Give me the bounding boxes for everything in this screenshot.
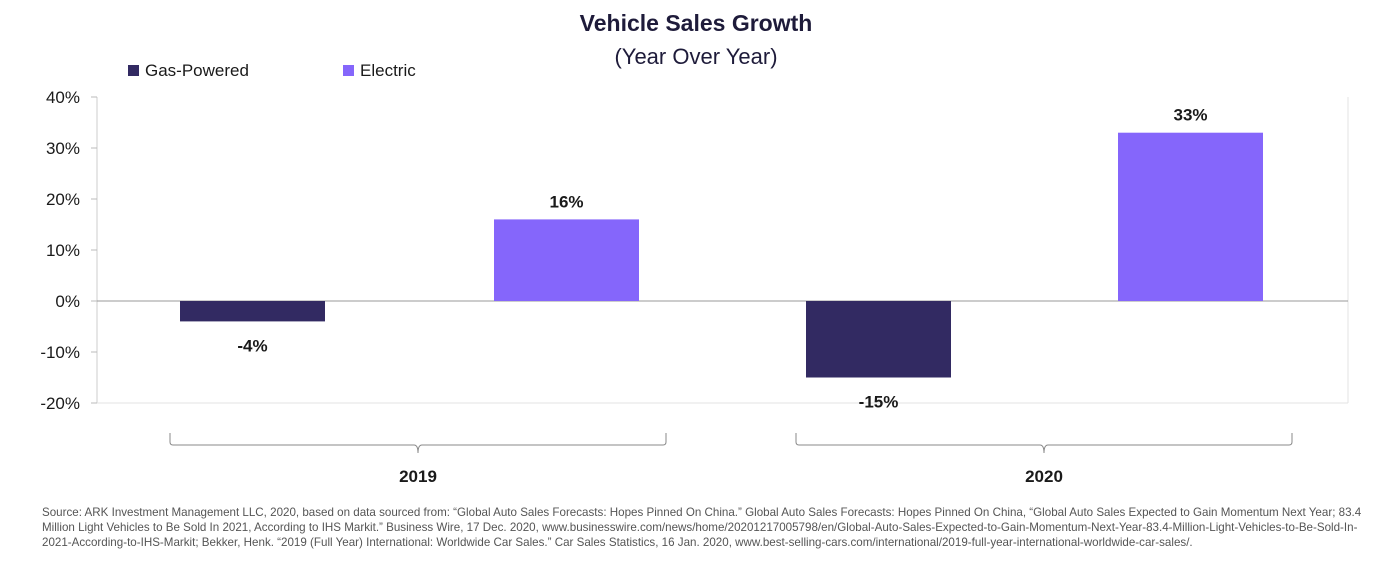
bar-electric-2020: [1118, 132, 1263, 301]
legend-swatch-gas-powered: [128, 65, 139, 76]
bar-gas-powered-2020: [806, 301, 951, 378]
x-category-label-2019: 2019: [399, 467, 437, 486]
category-bracket-2020: [795, 433, 1293, 454]
legend-label-electric: Electric: [360, 61, 416, 80]
source-note: Source: ARK Investment Management LLC, 2…: [42, 506, 1362, 549]
x-category-label-2020: 2020: [1025, 467, 1063, 486]
data-label-electric-2019: 16%: [549, 192, 583, 211]
y-tick-label: -20%: [40, 394, 80, 413]
bar-electric-2019: [494, 219, 639, 301]
y-tick-label: 10%: [46, 241, 80, 260]
bar-chart: 40% 30% 20% 10% 0% -10% -20% -4% 16% -15% 33% 2019 2…: [40, 88, 1349, 486]
legend-swatch-electric: [343, 65, 354, 76]
chart-subtitle: (Year Over Year): [614, 44, 778, 69]
category-bracket-2019: [169, 433, 667, 454]
y-tick-label: 0%: [55, 292, 80, 311]
legend-item-gas-powered: Gas-Powered: [128, 61, 249, 81]
data-label-gas-powered-2019: -4%: [237, 336, 267, 355]
bar-gas-powered-2019: [180, 301, 325, 322]
y-tick-label: 20%: [46, 190, 80, 209]
data-label-gas-powered-2020: -15%: [859, 393, 899, 412]
y-tick-label: -10%: [40, 343, 80, 362]
y-tick-label: 30%: [46, 139, 80, 158]
legend-label-gas-powered: Gas-Powered: [145, 61, 249, 80]
y-tick-label: 40%: [46, 88, 80, 107]
data-label-electric-2020: 33%: [1173, 106, 1207, 125]
chart-title: Vehicle Sales Growth: [579, 10, 813, 36]
legend-item-electric: Electric: [343, 61, 416, 81]
